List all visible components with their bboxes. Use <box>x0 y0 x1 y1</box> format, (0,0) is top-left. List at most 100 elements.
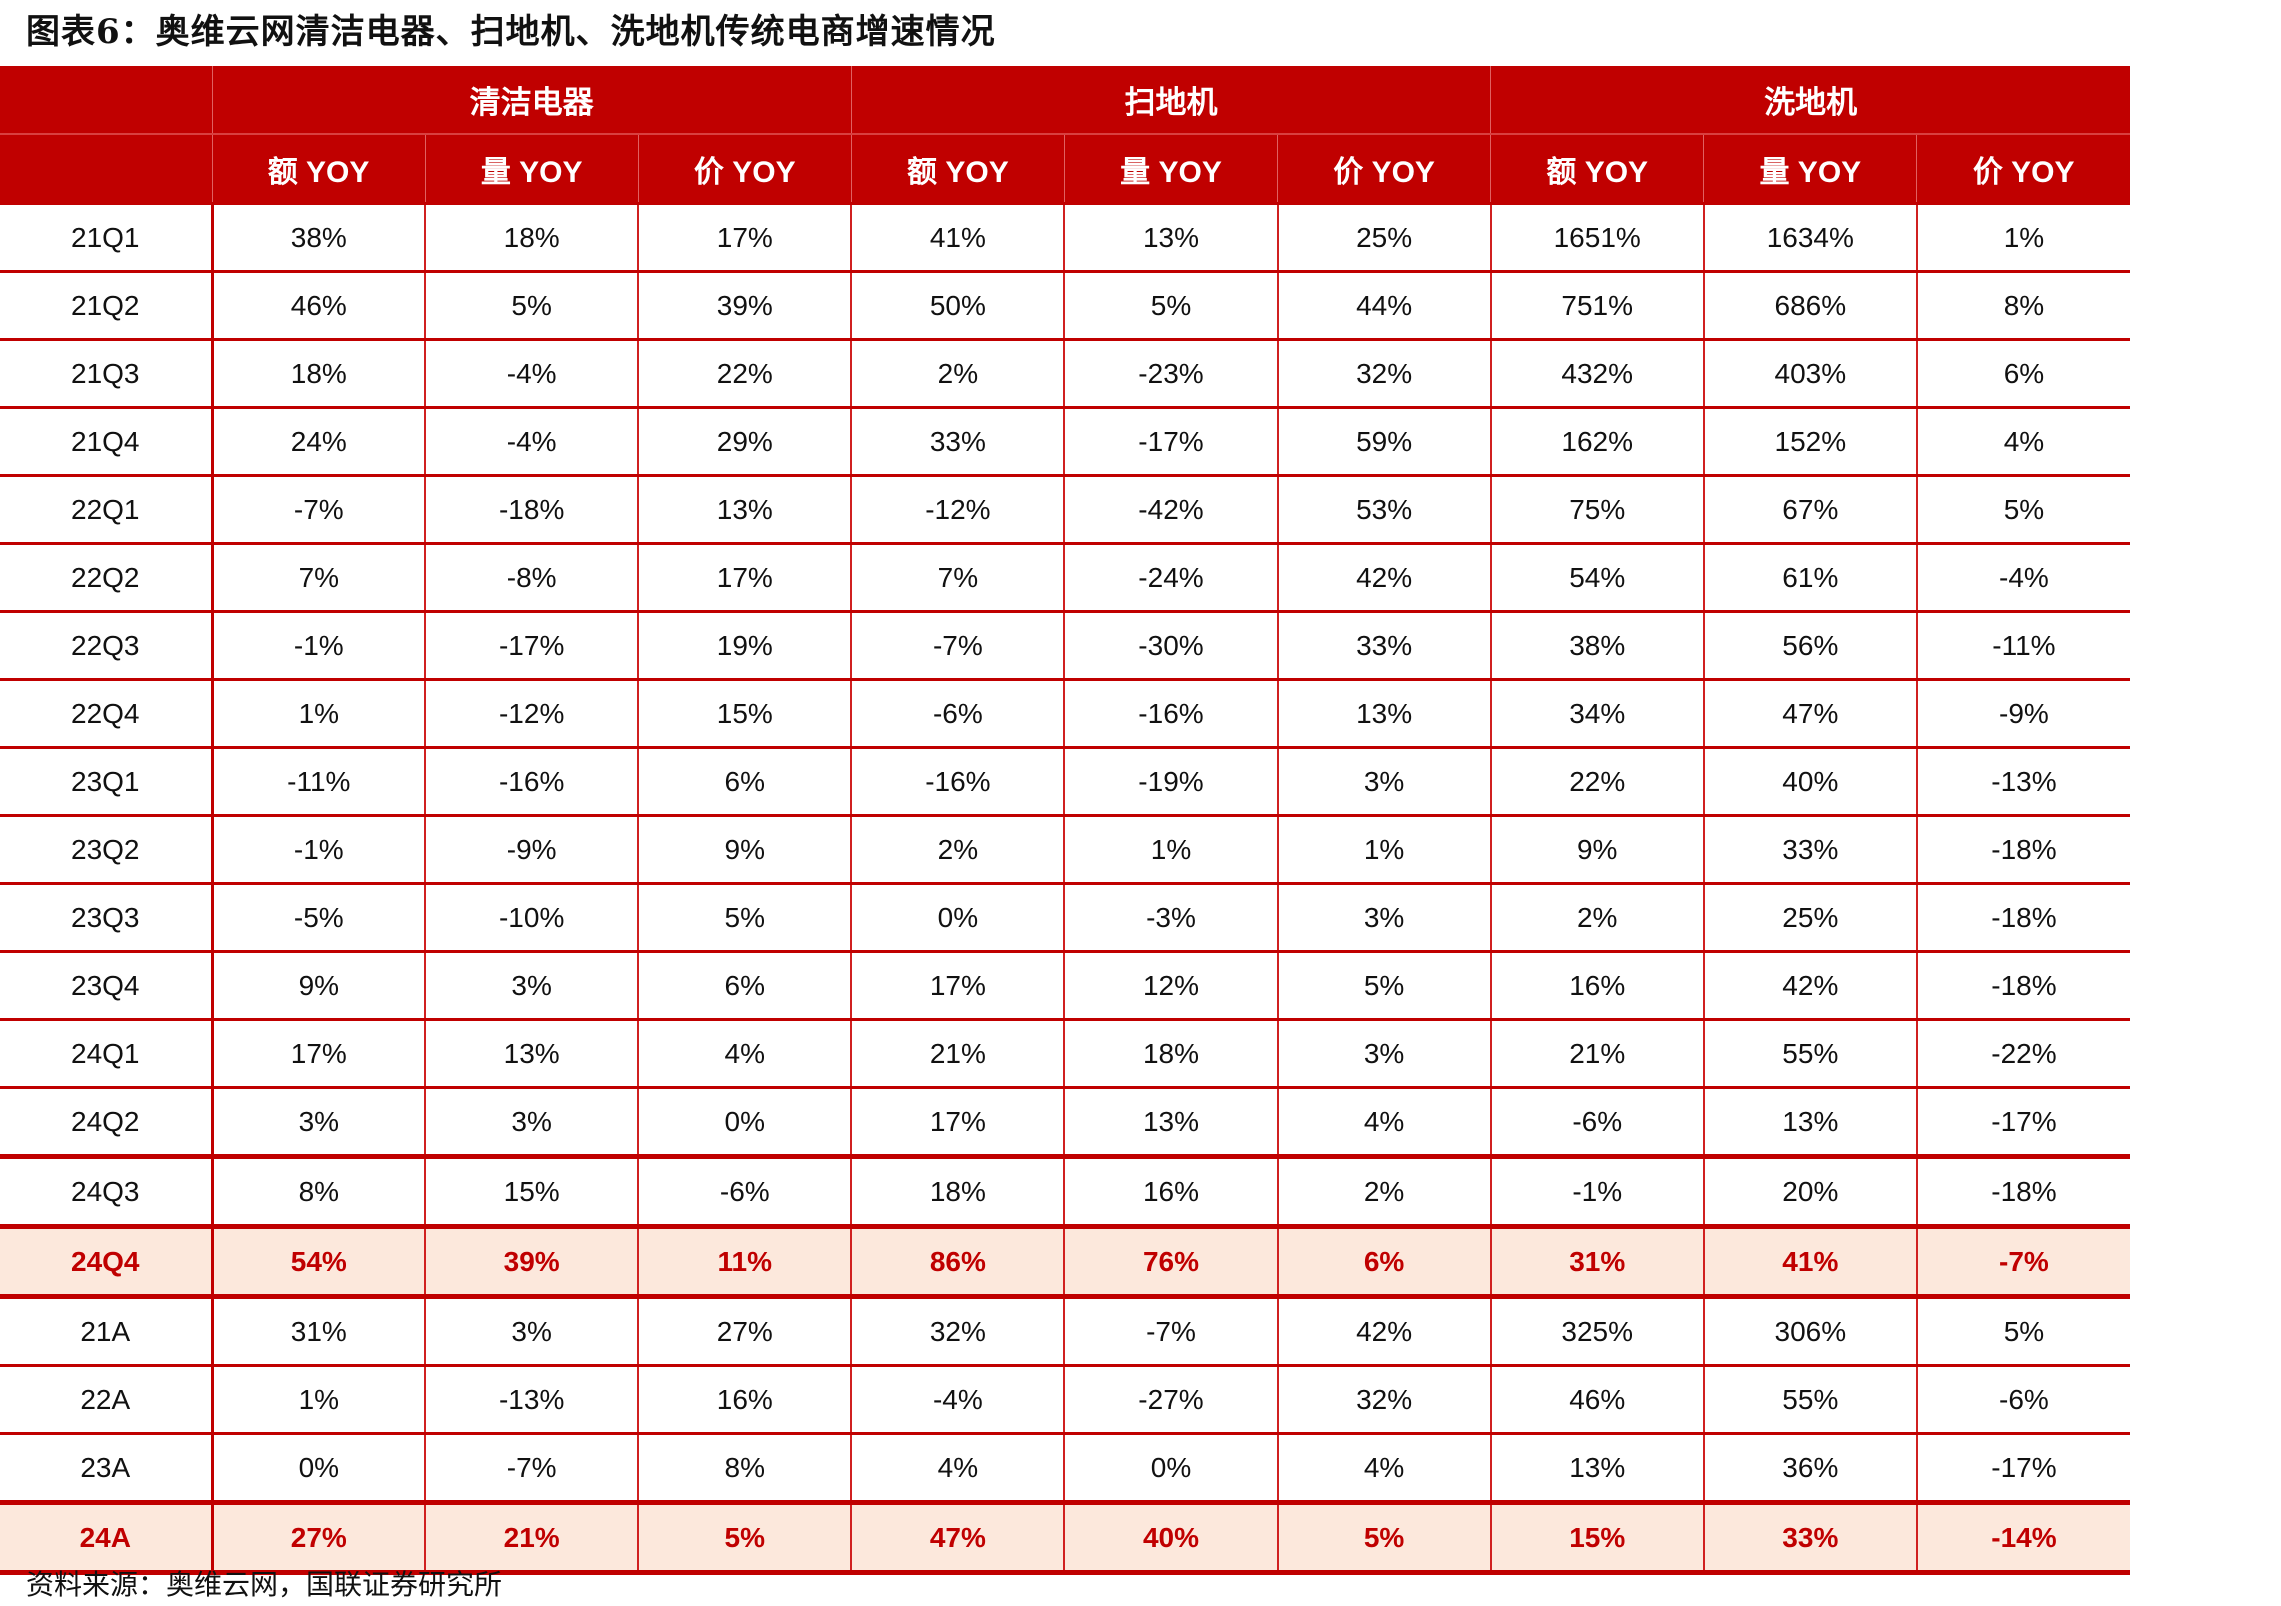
row-label: 21Q1 <box>0 202 214 272</box>
row-label: 23Q4 <box>0 950 214 1020</box>
table-cell: 33% <box>850 406 1065 476</box>
table-cell: -27% <box>1063 1364 1278 1434</box>
table-cell: 55% <box>1702 1018 1917 1088</box>
table-cell: 17% <box>850 1086 1065 1157</box>
table-cell: 4% <box>1915 406 2130 476</box>
row-label: 24Q2 <box>0 1086 214 1157</box>
table-cell: 3% <box>210 1086 426 1157</box>
table-cell: 15% <box>424 1154 639 1227</box>
table-cell: 2% <box>1489 882 1704 952</box>
row-label: 23Q2 <box>0 814 214 884</box>
table-cell: -1% <box>210 610 426 680</box>
table-cell: 76% <box>1063 1224 1278 1297</box>
table-cell: 2% <box>850 338 1065 408</box>
table-cell: -11% <box>210 746 426 816</box>
table-body: 21Q1 38% 18% 17% 41% 13% 25% 1651% 1634% 1% 21Q2 46… <box>0 202 2130 1575</box>
table-row: 23Q2 -1% -9% 9% 2% 1% 1% 9% 33% -18% <box>0 814 2130 884</box>
table-cell: 6% <box>637 746 852 816</box>
table-row: 23Q4 9% 3% 6% 17% 12% 5% 16% 42% -18% <box>0 950 2130 1020</box>
table-row: 23Q3 -5% -10% 5% 0% -3% 3% 2% 25% -18% <box>0 882 2130 952</box>
table-cell: 3% <box>1276 1018 1491 1088</box>
table-cell: 32% <box>850 1294 1065 1366</box>
table-row: 21Q4 24% -4% 29% 33% -17% 59% 162% 152% 4% <box>0 406 2130 476</box>
row-label: 22Q4 <box>0 678 214 748</box>
table-cell: 5% <box>1915 474 2130 544</box>
table-cell: 13% <box>424 1018 639 1088</box>
table-cell: -10% <box>424 882 639 952</box>
table-cell: 32% <box>1276 1364 1491 1434</box>
table-cell: 47% <box>850 1500 1065 1575</box>
row-label: 23A <box>0 1432 214 1503</box>
table-cell: -23% <box>1063 338 1278 408</box>
table-cell: 9% <box>210 950 426 1020</box>
table-cell: 55% <box>1702 1364 1917 1434</box>
table-cell: -19% <box>1063 746 1278 816</box>
table-cell: 1% <box>210 678 426 748</box>
table-cell: -6% <box>637 1154 852 1227</box>
table-cell: -17% <box>1915 1086 2130 1157</box>
sub-header: 价 YOY <box>637 133 852 204</box>
table-cell: 306% <box>1702 1294 1917 1366</box>
table-cell: 21% <box>424 1500 639 1575</box>
table-row: 24Q3 8% 15% -6% 18% 16% 2% -1% 20% -18% <box>0 1154 2130 1227</box>
table-cell: 7% <box>850 542 1065 612</box>
table-cell: 18% <box>210 338 426 408</box>
table-cell: -18% <box>1915 1154 2130 1227</box>
table-cell: -13% <box>424 1364 639 1434</box>
table-cell: -1% <box>1489 1154 1704 1227</box>
table-cell: -6% <box>1489 1086 1704 1157</box>
table-cell: -13% <box>1915 746 2130 816</box>
table-cell: 13% <box>1702 1086 1917 1157</box>
table-row: 24Q4 54% 39% 11% 86% 76% 6% 31% 41% -7% <box>0 1224 2130 1297</box>
table-cell: -17% <box>1063 406 1278 476</box>
table-cell: 16% <box>1063 1154 1278 1227</box>
table-cell: 18% <box>424 202 639 272</box>
table-cell: 5% <box>1276 1500 1491 1575</box>
row-label: 24A <box>0 1500 214 1575</box>
table-cell: 3% <box>424 1086 639 1157</box>
table-cell: -5% <box>210 882 426 952</box>
growth-table: 清洁电器 扫地机 洗地机 额 YOY 量 YOY 价 YOY 额 YOY 量 Y… <box>0 66 2130 1575</box>
table-cell: 42% <box>1702 950 1917 1020</box>
table-cell: -8% <box>424 542 639 612</box>
table-cell: 54% <box>210 1224 426 1297</box>
table-cell: 17% <box>637 542 852 612</box>
table-cell: -9% <box>424 814 639 884</box>
table-cell: -14% <box>1915 1500 2130 1575</box>
group-header-floor-washer: 洗地机 <box>1490 66 2130 134</box>
table-cell: 53% <box>1276 474 1491 544</box>
table-cell: -16% <box>1063 678 1278 748</box>
table-cell: 162% <box>1489 406 1704 476</box>
table-cell: 41% <box>850 202 1065 272</box>
table-cell: 3% <box>424 950 639 1020</box>
table-cell: 75% <box>1489 474 1704 544</box>
sub-header: 量 YOY <box>424 133 639 204</box>
table-cell: 1% <box>1063 814 1278 884</box>
table-cell: 56% <box>1702 610 1917 680</box>
table-cell: 0% <box>210 1432 426 1503</box>
group-header-row: 清洁电器 扫地机 洗地机 <box>0 66 2130 134</box>
table-cell: 21% <box>850 1018 1065 1088</box>
row-label: 22A <box>0 1364 214 1434</box>
table-cell: 4% <box>1276 1432 1491 1503</box>
table-cell: 38% <box>210 202 426 272</box>
table-cell: 13% <box>1276 678 1491 748</box>
table-cell: 59% <box>1276 406 1491 476</box>
table-cell: 13% <box>1063 1086 1278 1157</box>
table-cell: 4% <box>850 1432 1065 1503</box>
table-cell: 5% <box>637 882 852 952</box>
row-label: 22Q1 <box>0 474 214 544</box>
table-cell: 0% <box>637 1086 852 1157</box>
row-label: 21Q3 <box>0 338 214 408</box>
table-row: 23Q1 -11% -16% 6% -16% -19% 3% 22% 40% -13% <box>0 746 2130 816</box>
table-cell: 1634% <box>1702 202 1917 272</box>
source-note: 资料来源：奥维云网，国联证券研究所 <box>26 1568 503 1601</box>
table-row: 24Q2 3% 3% 0% 17% 13% 4% -6% 13% -17% <box>0 1086 2130 1157</box>
table-cell: 33% <box>1702 814 1917 884</box>
table-row: 21Q3 18% -4% 22% 2% -23% 32% 432% 403% 6% <box>0 338 2130 408</box>
table-cell: 6% <box>1915 338 2130 408</box>
table-cell: 3% <box>1276 746 1491 816</box>
table-cell: 42% <box>1276 542 1491 612</box>
table-cell: -16% <box>850 746 1065 816</box>
table-cell: 6% <box>1276 1224 1491 1297</box>
